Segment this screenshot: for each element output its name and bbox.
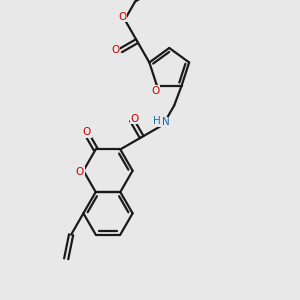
Text: O: O [131,114,139,124]
Text: N: N [162,117,170,128]
Text: O: O [82,127,91,137]
Text: H: H [153,116,160,126]
Text: O: O [118,12,127,22]
Text: O: O [151,86,160,96]
Text: O: O [111,45,120,56]
Text: O: O [76,167,84,177]
